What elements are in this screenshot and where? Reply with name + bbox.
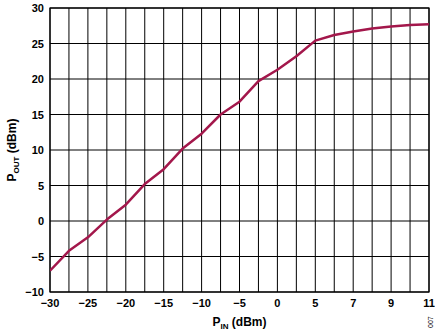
y-tick-label: 0 bbox=[38, 215, 44, 227]
series-line bbox=[50, 24, 429, 270]
y-axis-label: POUT (dBm) bbox=[5, 119, 21, 182]
x-tick-label: 5 bbox=[312, 297, 318, 309]
x-tick-label: −25 bbox=[79, 297, 98, 309]
x-tick-label: −5 bbox=[233, 297, 246, 309]
x-tick-label: 7 bbox=[350, 297, 356, 309]
y-grid-line bbox=[50, 43, 429, 44]
x-tick-label: −15 bbox=[154, 297, 173, 309]
series-group bbox=[50, 24, 429, 270]
x-axis-label: PIN (dBm) bbox=[212, 315, 266, 331]
y-grid-line bbox=[50, 79, 429, 80]
y-tick-label: −10 bbox=[25, 286, 44, 298]
y-grid-line bbox=[50, 185, 429, 186]
y-grid-line bbox=[50, 114, 429, 115]
x-tick-label: −20 bbox=[116, 297, 135, 309]
x-tick-label: 0 bbox=[274, 297, 280, 309]
y-tick-label: 25 bbox=[32, 38, 44, 50]
y-tick-label: 15 bbox=[32, 109, 44, 121]
figure-id: 007 bbox=[427, 316, 434, 328]
x-tick-label: 11 bbox=[423, 297, 435, 309]
y-tick-label: 30 bbox=[32, 2, 44, 14]
plot-frame bbox=[50, 8, 429, 292]
chart: −30 −25 −20 −15 −10 −5 0 5 7 9 11 −10 −5 0 5 10 15 20 25 30… bbox=[0, 0, 435, 336]
y-tick-label: 5 bbox=[38, 180, 44, 192]
x-tick-label: 9 bbox=[388, 297, 394, 309]
y-grid-line bbox=[50, 256, 429, 257]
x-tick-label: −30 bbox=[41, 297, 60, 309]
y-tick-label: 10 bbox=[32, 144, 44, 156]
x-tick-label: −10 bbox=[192, 297, 211, 309]
y-tick-label: 20 bbox=[32, 73, 44, 85]
y-tick-label: −5 bbox=[31, 251, 44, 263]
y-grid-line bbox=[50, 150, 429, 151]
